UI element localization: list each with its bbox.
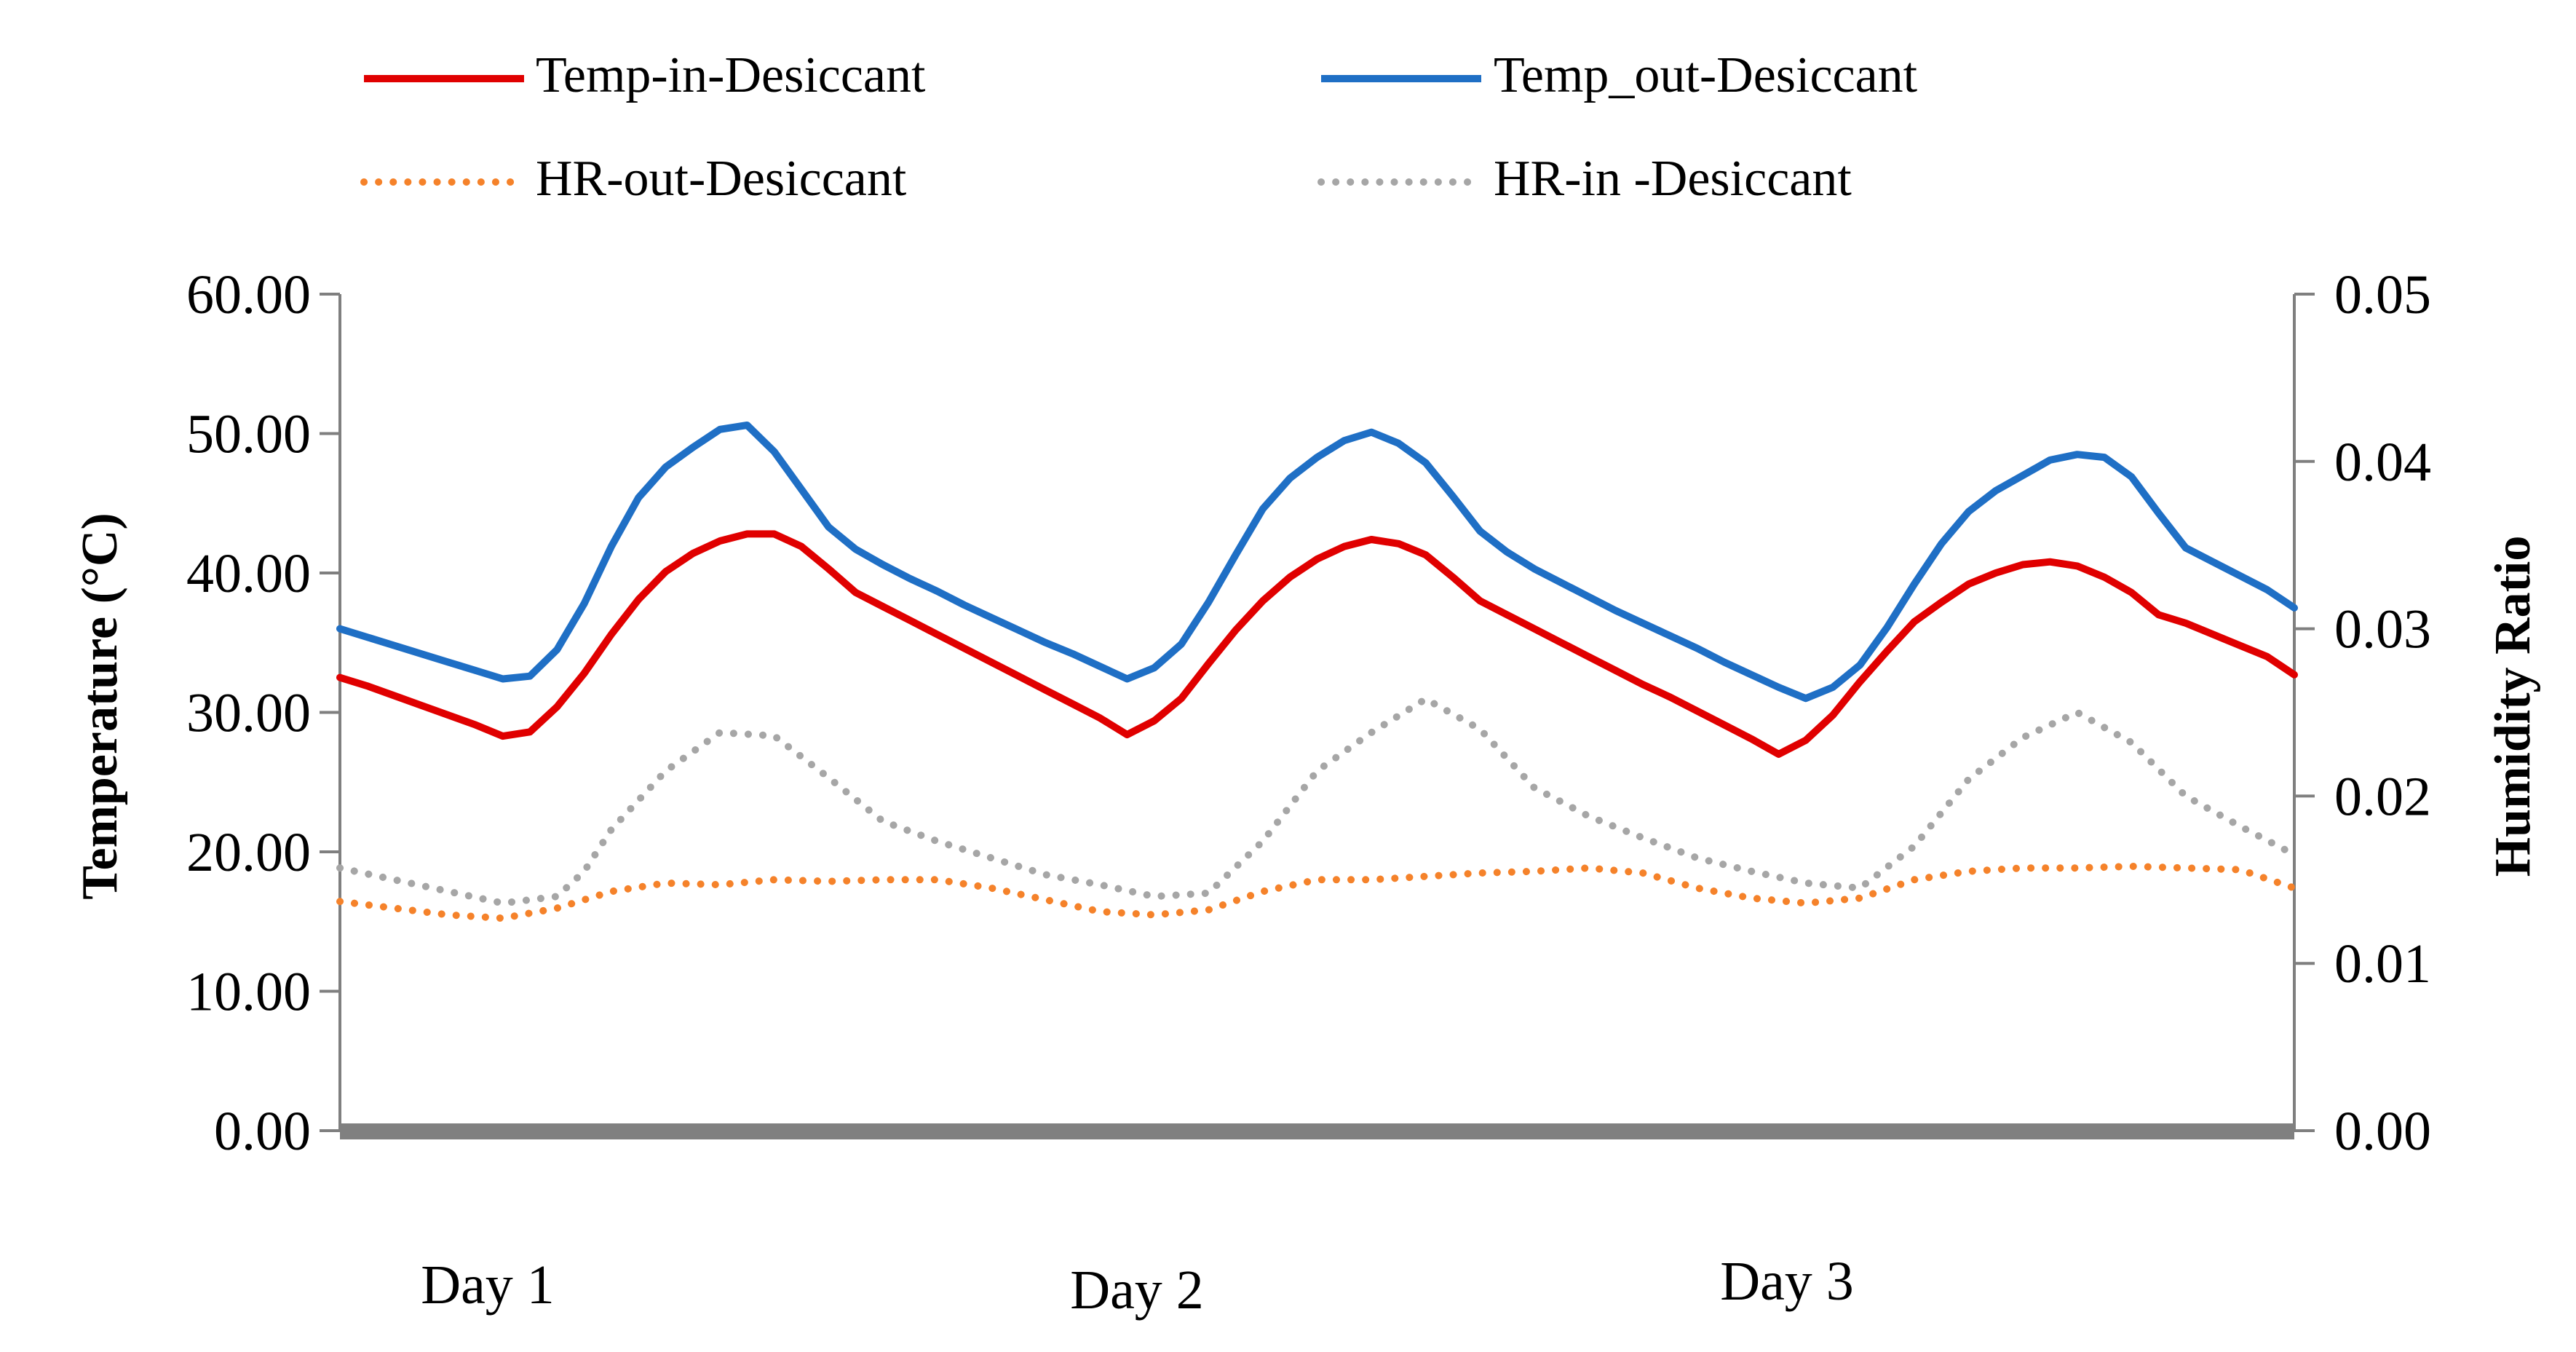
right-y-tick-label: 0.02 xyxy=(2334,766,2431,827)
series-layer xyxy=(336,422,2298,922)
legend-item-temp-out: Temp_out-Desiccant xyxy=(1321,47,1918,103)
legend-item-hr-in: HR-in -Desiccant xyxy=(1317,151,1852,207)
left-y-tick-label: 40.00 xyxy=(186,543,311,604)
left-y-axis-title: Temperature (°C) xyxy=(72,513,128,900)
right-y-tick-label: 0.00 xyxy=(2334,1101,2431,1162)
legend-label-hr-out: HR-out-Desiccant xyxy=(536,151,907,207)
x-axis-baseline xyxy=(340,1123,2294,1139)
left-y-tick-label: 50.00 xyxy=(186,404,311,465)
legend-item-hr-out: HR-out-Desiccant xyxy=(360,151,907,207)
right-y-tick-label: 0.01 xyxy=(2334,933,2431,995)
right-y-ticks: 0.00 0.01 0.02 0.03 0.04 0.05 xyxy=(2294,264,2431,1162)
day-label-3: Day 3 xyxy=(1720,1251,1854,1312)
left-y-tick-label: 0.00 xyxy=(214,1101,311,1162)
right-y-tick-label: 0.05 xyxy=(2334,264,2431,325)
day-label-1: Day 1 xyxy=(421,1254,555,1316)
series-line-hr-out-desiccant xyxy=(336,862,2298,922)
day-label-2: Day 2 xyxy=(1070,1260,1204,1321)
series-line-temp-out-desiccant xyxy=(336,422,2298,703)
day-labels: Day 1 Day 2 Day 3 xyxy=(421,1251,1854,1321)
left-y-tick-label: 10.00 xyxy=(186,962,311,1023)
left-y-tick-label: 60.00 xyxy=(186,264,311,325)
right-y-axis-title: Humidity Ratio xyxy=(2485,536,2541,877)
left-y-tick-label: 30.00 xyxy=(186,683,311,744)
legend: Temp-in-Desiccant Temp_out-Desiccant HR-… xyxy=(360,47,1918,207)
series-line-temp-in-desiccant xyxy=(336,530,2298,758)
legend-label-hr-in: HR-in -Desiccant xyxy=(1494,151,1852,207)
left-y-ticks: 0.00 10.00 20.00 30.00 40.00 50.00 60.00 xyxy=(186,264,340,1162)
legend-label-temp-in: Temp-in-Desiccant xyxy=(536,47,926,103)
left-y-tick-label: 20.00 xyxy=(186,822,311,883)
right-y-tick-label: 0.03 xyxy=(2334,599,2431,660)
series-line-hr-in-desiccant xyxy=(336,695,2298,907)
right-y-tick-label: 0.04 xyxy=(2334,432,2431,493)
legend-item-temp-in: Temp-in-Desiccant xyxy=(364,47,926,103)
legend-label-temp-out: Temp_out-Desiccant xyxy=(1494,47,1918,103)
